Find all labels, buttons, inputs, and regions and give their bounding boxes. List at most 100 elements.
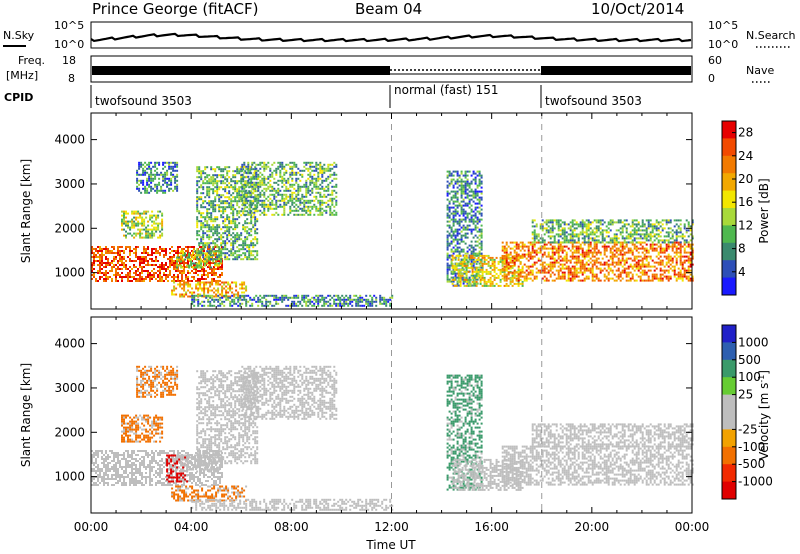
echo-cell <box>131 260 133 262</box>
echo-cell <box>224 190 227 193</box>
echo-cell <box>531 245 534 248</box>
echo-cell <box>321 175 324 178</box>
echo-cell <box>206 252 209 255</box>
echo-cell <box>212 206 215 209</box>
echo-cell <box>192 252 195 255</box>
echo-cell <box>456 212 459 215</box>
echo-cell <box>609 263 612 266</box>
echo-cell <box>476 220 479 223</box>
echo-cell <box>148 161 151 164</box>
echo-cell <box>144 165 147 168</box>
echo-cell <box>541 253 544 256</box>
echo-cell <box>255 183 258 186</box>
echo-cell <box>206 262 209 265</box>
echo-cell <box>311 296 314 299</box>
echo-cell <box>103 272 105 274</box>
echo-cell <box>579 267 582 270</box>
echo-cell <box>200 216 203 219</box>
echo-cell <box>263 205 266 208</box>
echo-cell <box>238 216 241 219</box>
echo-cell <box>158 181 161 184</box>
echo-cell <box>458 252 461 255</box>
echo-cell <box>244 230 247 233</box>
echo-cell <box>93 262 95 264</box>
echo-cell <box>273 161 276 164</box>
echo-cell <box>639 263 642 266</box>
echo-cell <box>557 257 560 260</box>
echo-cell <box>627 251 630 254</box>
echo-cell <box>295 207 298 210</box>
echo-cell <box>163 266 165 268</box>
echo-cell <box>165 250 167 252</box>
echo-cell <box>573 265 576 268</box>
echo-cell <box>146 183 149 186</box>
echo-cell <box>349 298 352 301</box>
echo-cell <box>254 170 257 173</box>
echo-cell <box>474 182 477 185</box>
echo-cell <box>165 274 167 276</box>
echo-cell <box>219 298 222 301</box>
echo-cell <box>333 205 336 208</box>
echo-cell <box>291 165 294 168</box>
echo-cell <box>141 276 143 278</box>
echo-cell <box>323 298 326 301</box>
echo-cell <box>527 253 530 256</box>
echo-cell <box>231 291 234 294</box>
echo-cell <box>172 173 175 176</box>
echo-cell <box>216 226 219 229</box>
echo-cell <box>519 261 522 264</box>
echo-cell <box>460 208 463 211</box>
echo-cell <box>501 245 504 248</box>
echo-cell <box>196 248 199 251</box>
echo-cell <box>569 241 572 244</box>
echo-cell <box>629 263 632 266</box>
echo-cell <box>329 213 332 216</box>
echo-cell <box>325 179 328 182</box>
echo-cell <box>209 294 212 297</box>
echo-cell <box>198 254 201 257</box>
echo-cell <box>487 280 490 283</box>
echo-cell <box>305 205 308 208</box>
echo-cell <box>283 177 286 180</box>
echo-cell <box>517 270 520 273</box>
echo-cell <box>247 163 250 166</box>
echo-cell <box>659 247 662 250</box>
echo-cell <box>210 228 213 231</box>
echo-cell <box>633 243 636 246</box>
echo-cell <box>307 213 310 216</box>
echo-cell <box>156 185 159 188</box>
echo-cell <box>637 259 640 262</box>
echo-cell <box>209 300 212 303</box>
echo-cell <box>203 250 205 252</box>
echo-cell <box>259 298 262 301</box>
echo-cell <box>196 222 199 225</box>
echo-cell <box>243 201 246 204</box>
echo-cell <box>196 202 199 205</box>
echo-cell <box>479 264 482 267</box>
echo-cell <box>141 232 144 235</box>
echo-cell <box>281 195 284 198</box>
echo-cell <box>635 255 638 258</box>
echo-cell <box>161 278 163 280</box>
echo-cell <box>553 273 556 276</box>
echo-cell <box>221 300 224 303</box>
echo-cell <box>535 251 538 254</box>
echo-cell <box>142 163 145 166</box>
echo-cell <box>319 207 322 210</box>
echo-cell <box>95 256 97 258</box>
echo-cell <box>349 302 352 305</box>
echo-cell <box>196 220 199 223</box>
echo-cell <box>464 176 467 179</box>
echo-cell <box>329 205 332 208</box>
echo-cell <box>474 206 477 209</box>
echo-cell <box>472 214 475 217</box>
echo-cell <box>131 220 134 223</box>
echo-cell <box>224 176 227 179</box>
echo-cell <box>462 212 465 215</box>
echo-cell <box>221 287 224 290</box>
echo-cell <box>615 251 618 254</box>
echo-cell <box>269 183 272 186</box>
echo-cell <box>517 256 520 259</box>
echo-cell <box>111 260 113 262</box>
echo-cell <box>247 300 250 303</box>
